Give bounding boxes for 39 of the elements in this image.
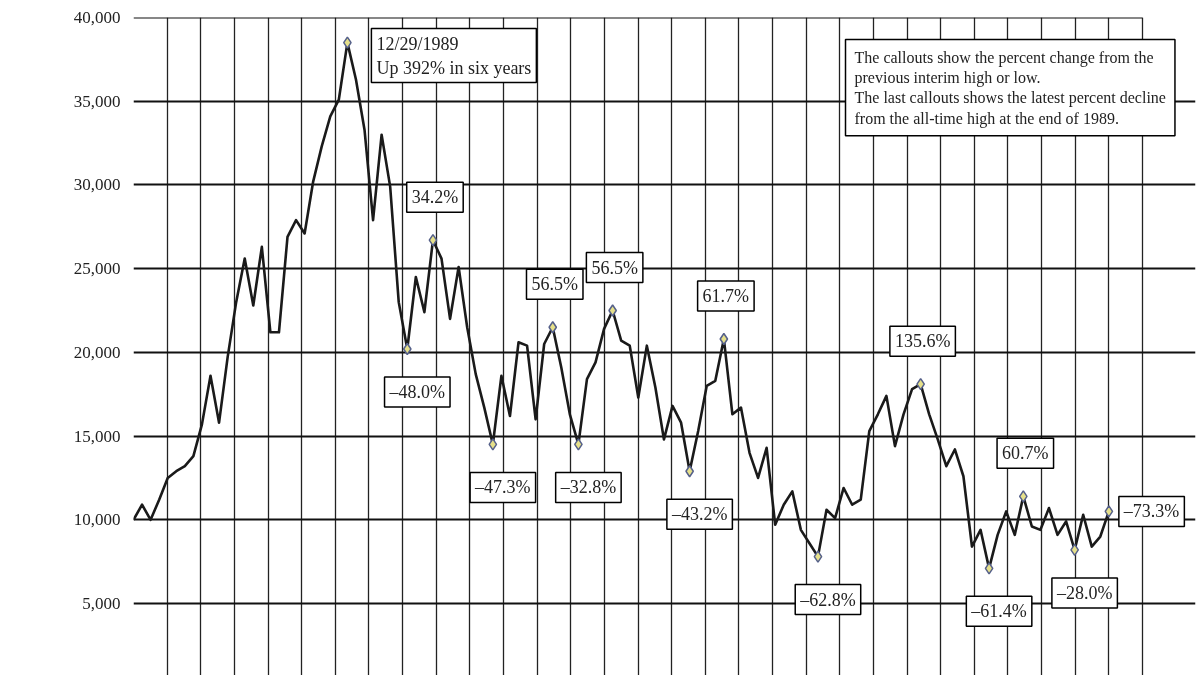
- point: [685, 464, 695, 478]
- text: –73.3%: [1122, 501, 1180, 522]
- annotation: 56.5%: [591, 257, 638, 278]
- annotation: The callouts show the percent change from the previous interim high or low. The last callouts shows the latest percent decline from the all-time high at the end of 1989.: [854, 48, 1166, 128]
- y-tick-label: 30,000: [73, 175, 121, 195]
- point: [984, 562, 994, 575]
- annotation: –48.0%: [388, 382, 446, 403]
- annotation: 135.6%: [894, 331, 951, 352]
- point: [573, 438, 583, 451]
- annotation: –43.2%: [670, 504, 728, 525]
- annotation: –62.8%: [799, 589, 856, 610]
- annotation: –28.0%: [1055, 582, 1113, 603]
- annotation: –47.3%: [474, 477, 531, 498]
- y-tick-label: 20,000: [73, 342, 121, 362]
- annotation: –32.8%: [559, 477, 617, 498]
- annotation: 34.2%: [411, 187, 459, 208]
- y-tick-label: 35,000: [73, 91, 121, 111]
- point: [1070, 543, 1080, 557]
- y-tick-label: 10,000: [73, 510, 121, 530]
- point: [548, 321, 558, 334]
- point: [1018, 490, 1028, 503]
- y-tick-label: 5,000: [82, 594, 121, 614]
- point: [813, 550, 823, 563]
- annotation: –61.4%: [970, 601, 1027, 622]
- point: [428, 233, 438, 247]
- point: [719, 332, 729, 346]
- point: [608, 304, 618, 317]
- y-tick-label: 15,000: [73, 426, 121, 446]
- y-tick-label: 40,000: [73, 8, 121, 27]
- annotation: 56.5%: [531, 274, 578, 295]
- annotation: 61.7%: [702, 285, 750, 306]
- annotation: 12/29/1989 Up 392% in six years: [376, 33, 532, 78]
- point: [916, 377, 926, 391]
- point: [1104, 505, 1114, 518]
- point: [342, 36, 352, 49]
- point: [402, 342, 412, 356]
- annotation: 60.7%: [1002, 443, 1049, 464]
- y-tick-label: 25,000: [73, 259, 121, 279]
- point: [488, 438, 498, 451]
